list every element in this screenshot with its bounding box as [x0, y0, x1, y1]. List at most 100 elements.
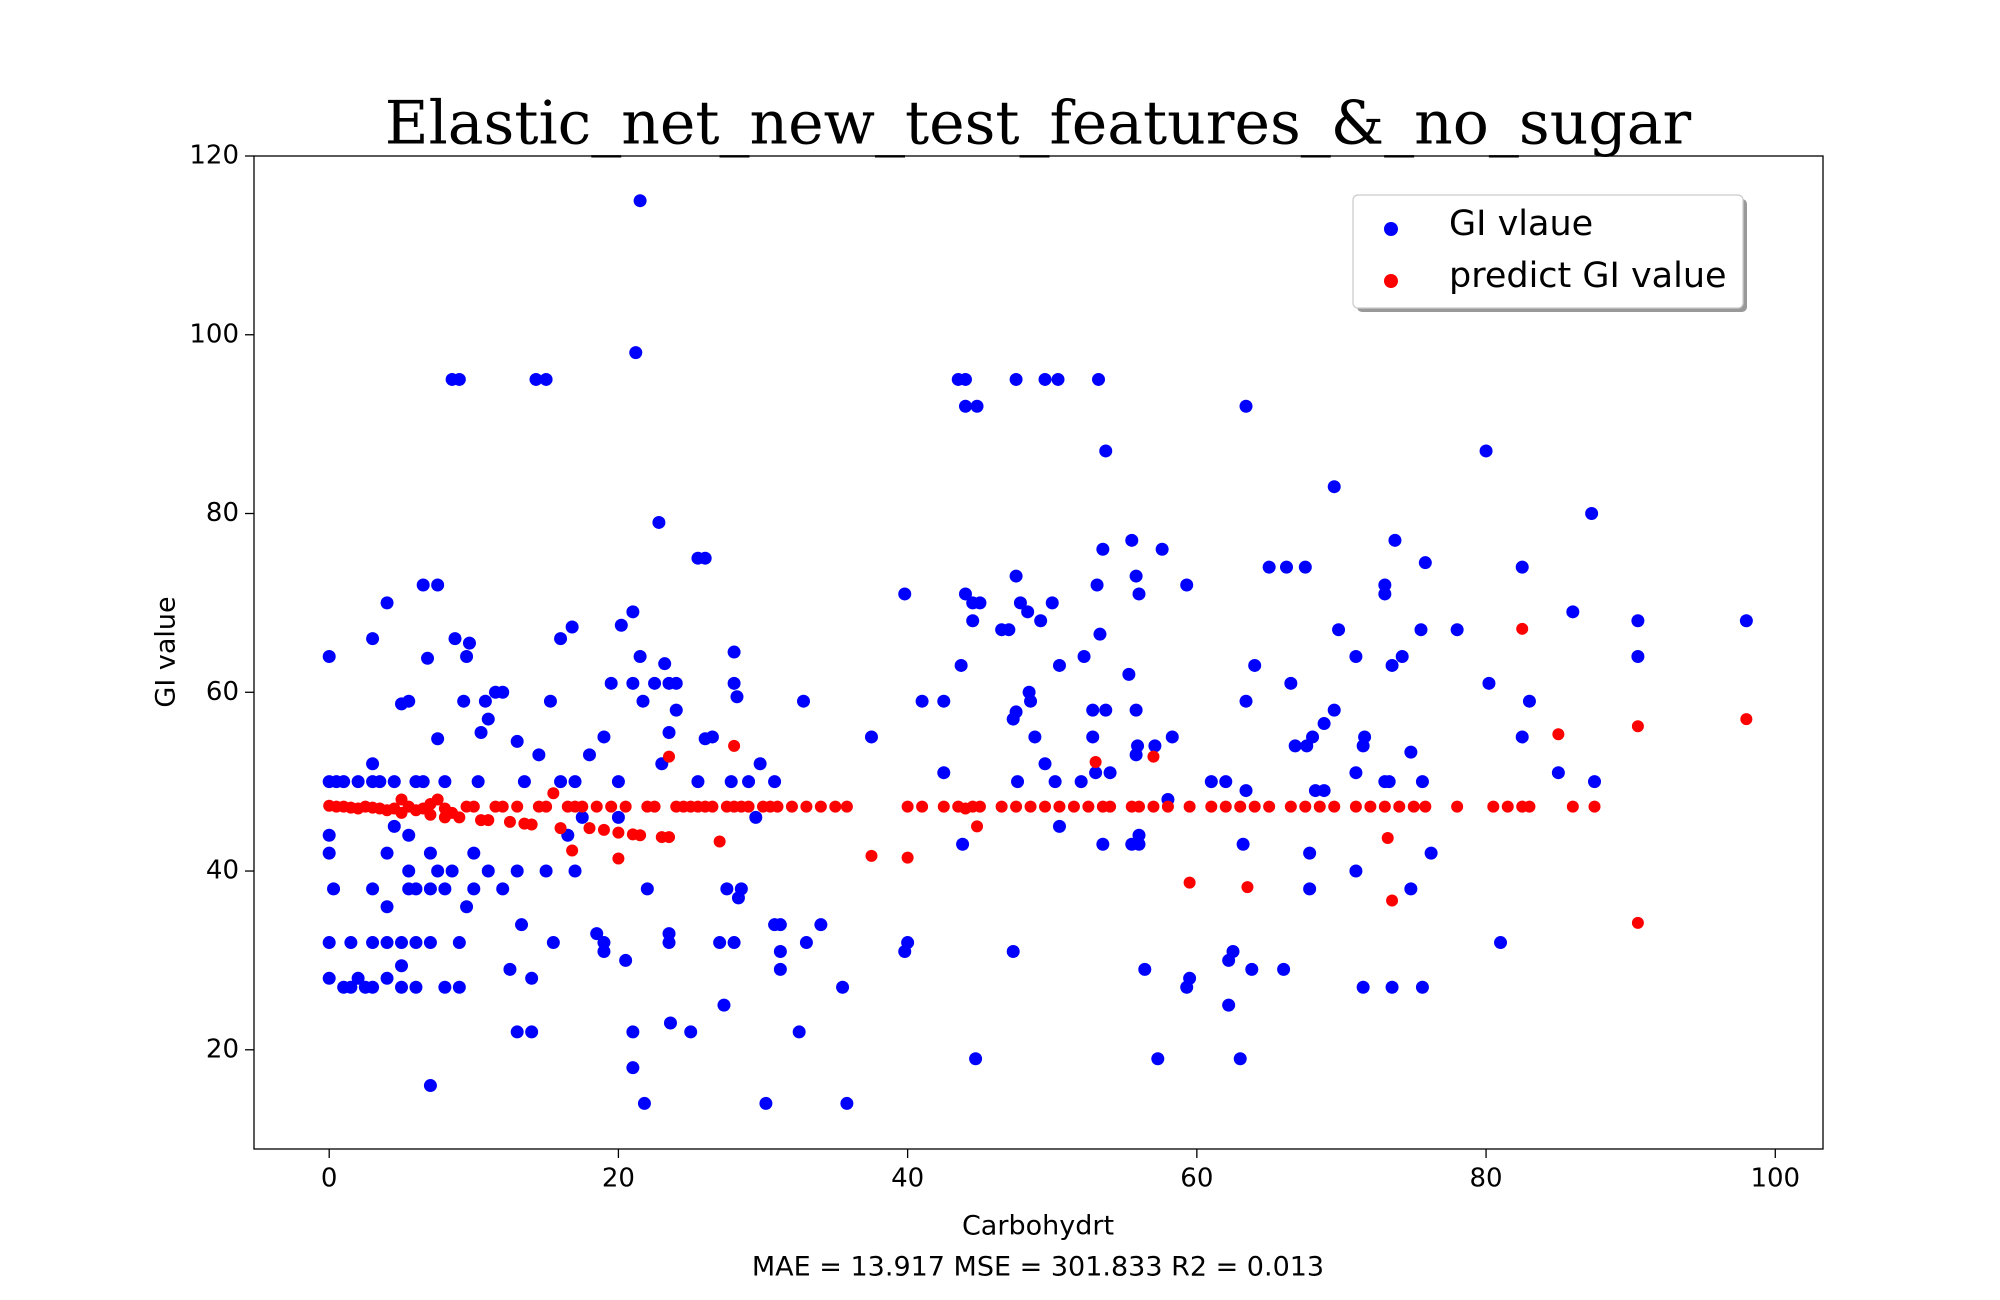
data-point — [614, 618, 628, 632]
data-point — [1501, 800, 1514, 813]
data-point — [1233, 1052, 1247, 1066]
data-point — [724, 775, 738, 789]
data-point — [423, 936, 437, 950]
data-point — [576, 800, 589, 813]
data-point — [554, 775, 568, 789]
data-point — [590, 927, 604, 941]
data-point — [1093, 627, 1107, 641]
data-point — [453, 811, 466, 824]
data-point — [457, 694, 471, 708]
data-point — [969, 1052, 983, 1066]
data-point — [510, 1025, 524, 1039]
data-point — [1522, 694, 1536, 708]
data-point — [727, 645, 741, 659]
data-point — [395, 936, 409, 950]
data-point — [1245, 962, 1259, 976]
data-point — [460, 650, 474, 664]
data-point — [1739, 614, 1753, 628]
data-point — [387, 775, 401, 789]
data-point — [1205, 800, 1218, 813]
data-point — [380, 936, 394, 950]
data-point — [1131, 739, 1145, 753]
data-point — [1740, 713, 1753, 726]
data-point — [1009, 705, 1023, 719]
data-point — [966, 614, 980, 628]
data-point — [1090, 578, 1104, 592]
data-point — [481, 864, 495, 878]
data-point — [626, 605, 640, 619]
data-point — [1382, 775, 1396, 789]
data-point — [829, 800, 842, 813]
data-point — [1262, 560, 1276, 574]
data-point — [1096, 542, 1110, 556]
data-point — [1378, 578, 1392, 592]
data-point — [1219, 800, 1232, 813]
data-point — [605, 800, 618, 813]
data-point — [525, 818, 538, 831]
data-point — [1129, 569, 1143, 583]
data-point — [1052, 819, 1066, 833]
data-point — [669, 703, 683, 717]
x-tick-label: 60 — [1180, 1164, 1213, 1194]
data-point — [402, 828, 416, 842]
legend-label: GI vlaue — [1449, 204, 1593, 244]
data-point — [1006, 944, 1020, 958]
data-point — [1450, 623, 1464, 637]
data-point — [937, 694, 951, 708]
data-point — [637, 1096, 651, 1110]
data-point — [1183, 876, 1196, 889]
data-point — [1099, 703, 1113, 717]
data-point — [380, 971, 394, 985]
data-point — [511, 800, 524, 813]
data-point — [575, 810, 589, 824]
data-point — [1038, 757, 1052, 771]
data-point — [901, 936, 915, 950]
data-point — [337, 775, 351, 789]
data-point — [1103, 766, 1117, 780]
data-point — [1415, 775, 1429, 789]
data-point — [662, 927, 676, 941]
data-point — [1082, 800, 1095, 813]
data-point — [1415, 980, 1429, 994]
data-point — [431, 793, 444, 806]
x-tick-label: 80 — [1470, 1164, 1503, 1194]
data-point — [785, 800, 798, 813]
data-point — [421, 651, 435, 665]
data-point — [742, 800, 755, 813]
data-point — [467, 800, 480, 813]
data-point — [402, 694, 416, 708]
data-point — [1096, 837, 1110, 851]
data-point — [1284, 676, 1298, 690]
data-point — [423, 882, 437, 896]
data-point — [1288, 739, 1302, 753]
data-point — [1089, 766, 1103, 780]
data-point — [344, 936, 358, 950]
data-point — [1021, 605, 1035, 619]
data-point — [322, 936, 336, 950]
data-point — [1566, 800, 1579, 813]
data-point — [481, 712, 495, 726]
data-point — [503, 962, 517, 976]
data-point — [1327, 480, 1341, 494]
data-point — [462, 636, 476, 650]
data-point — [1024, 800, 1037, 813]
data-point — [448, 632, 462, 646]
data-point — [366, 632, 380, 646]
data-point — [1180, 578, 1194, 592]
x-axis-label: Carbohydrt — [962, 1211, 1114, 1242]
data-point — [1148, 739, 1162, 753]
data-point — [633, 194, 647, 208]
data-point — [814, 800, 827, 813]
data-point — [539, 372, 553, 386]
data-point — [351, 971, 365, 985]
data-point — [800, 800, 813, 813]
data-point — [1303, 882, 1317, 896]
data-point — [1132, 828, 1146, 842]
data-point — [540, 800, 553, 813]
data-point — [1515, 560, 1529, 574]
data-point — [1299, 800, 1312, 813]
data-point — [730, 690, 744, 704]
data-point — [423, 1079, 437, 1093]
data-point — [431, 578, 445, 592]
